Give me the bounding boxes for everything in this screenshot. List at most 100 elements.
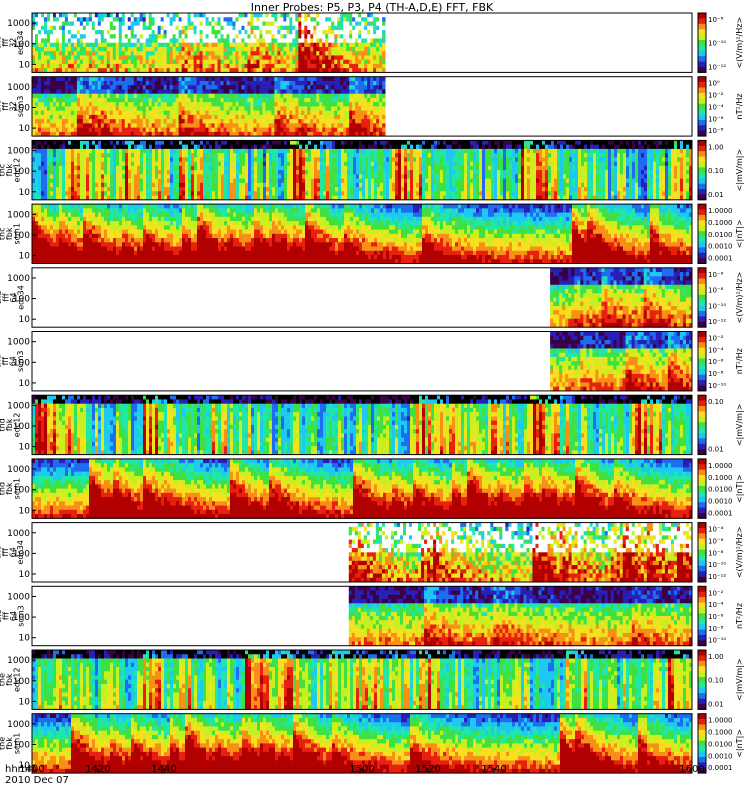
heatmap-cell [44, 106, 47, 111]
heatmap-cell [128, 13, 131, 18]
heatmap-cell [116, 38, 119, 43]
heatmap-cell [238, 111, 241, 116]
heatmap-cell [113, 38, 116, 43]
heatmap-cell [116, 123, 119, 128]
heatmap-cell [152, 21, 155, 26]
heatmap-cell [83, 123, 86, 128]
heatmap-cell [248, 191, 251, 196]
heatmap-cell [320, 157, 323, 162]
heatmap-cell [350, 157, 353, 162]
heatmap-cell [260, 140, 263, 145]
heatmap-cell [248, 153, 251, 158]
heatmap-cell [119, 174, 122, 179]
heatmap-cell [53, 170, 56, 175]
heatmap-cell [247, 26, 250, 31]
heatmap-cell [59, 174, 62, 179]
heatmap-cell [122, 123, 125, 128]
heatmap-cell [334, 64, 337, 69]
heatmap-cell [107, 81, 110, 86]
heatmap-cell [95, 115, 98, 120]
heatmap-cell [116, 51, 119, 56]
heatmap-cell [200, 89, 203, 94]
heatmap-cell [287, 149, 290, 154]
heatmap-cell [146, 98, 149, 103]
heatmap-cell [319, 115, 322, 120]
heatmap-cell [212, 149, 215, 154]
heatmap-cell [358, 55, 361, 60]
heatmap-cell [238, 51, 241, 56]
heatmap-cell [346, 55, 349, 60]
heatmap-cell [35, 102, 38, 107]
heatmap-cell [215, 34, 218, 39]
heatmap-cell [221, 17, 224, 22]
heatmap-cell [263, 183, 266, 188]
heatmap-cell [146, 174, 149, 179]
heatmap-cell [335, 183, 338, 188]
heatmap-cell [262, 119, 265, 124]
heatmap-cell [74, 119, 77, 124]
heatmap-cell [89, 13, 92, 18]
heatmap-cell [146, 30, 149, 35]
heatmap-cell [257, 153, 260, 158]
heatmap-cell [125, 26, 128, 31]
heatmap-cell [77, 102, 80, 107]
heatmap-cell [340, 64, 343, 69]
heatmap-cell [200, 149, 203, 154]
heatmap-cell [107, 43, 110, 48]
heatmap-cell [152, 38, 155, 43]
heatmap-cell [340, 47, 343, 52]
heatmap-cell [379, 102, 382, 107]
heatmap-cell [379, 34, 382, 39]
heatmap-cell [185, 60, 188, 65]
heatmap-cell [149, 174, 152, 179]
heatmap-cell [325, 106, 328, 111]
heatmap-cell [89, 149, 92, 154]
heatmap-cell [119, 106, 122, 111]
heatmap-cell [68, 106, 71, 111]
heatmap-cell [287, 145, 290, 150]
heatmap-cell [200, 191, 203, 196]
heatmap-cell [119, 89, 122, 94]
heatmap-cell [53, 157, 56, 162]
heatmap-cell [182, 85, 185, 90]
heatmap-cell [179, 102, 182, 107]
heatmap-cell [95, 38, 98, 43]
heatmap-cell [212, 128, 215, 133]
heatmap-cell [218, 106, 221, 111]
heatmap-cell [221, 55, 224, 60]
heatmap-cell [277, 98, 280, 103]
heatmap-cell [200, 47, 203, 52]
heatmap-cell [98, 140, 101, 145]
heatmap-cell [373, 34, 376, 39]
heatmap-cell [302, 153, 305, 158]
heatmap-cell [182, 21, 185, 26]
heatmap-cell [80, 21, 83, 26]
heatmap-cell [316, 111, 319, 116]
heatmap-cell [179, 47, 182, 52]
heatmap-cell [71, 157, 74, 162]
heatmap-cell [131, 102, 134, 107]
heatmap-cell [149, 140, 152, 145]
heatmap-cell [266, 170, 269, 175]
heatmap-cell [149, 183, 152, 188]
heatmap-cell [256, 119, 259, 124]
colorbar-label: nT²/Hz [735, 93, 744, 119]
heatmap-cell [92, 17, 95, 22]
heatmap-cell [77, 111, 80, 116]
heatmap-cell [71, 21, 74, 26]
heatmap-cell [35, 55, 38, 60]
heatmap-cell [307, 85, 310, 90]
heatmap-cell [176, 191, 179, 196]
heatmap-cell [185, 51, 188, 56]
heatmap-cell [71, 13, 74, 18]
heatmap-cell [77, 153, 80, 158]
heatmap-cell [292, 47, 295, 52]
heatmap-cell [367, 81, 370, 86]
heatmap-cell [104, 94, 107, 99]
heatmap-cell [92, 170, 95, 175]
heatmap-cell [41, 77, 44, 82]
heatmap-cell [146, 140, 149, 145]
heatmap-cell [131, 179, 134, 184]
heatmap-cell [377, 157, 380, 162]
heatmap-cell [319, 111, 322, 116]
